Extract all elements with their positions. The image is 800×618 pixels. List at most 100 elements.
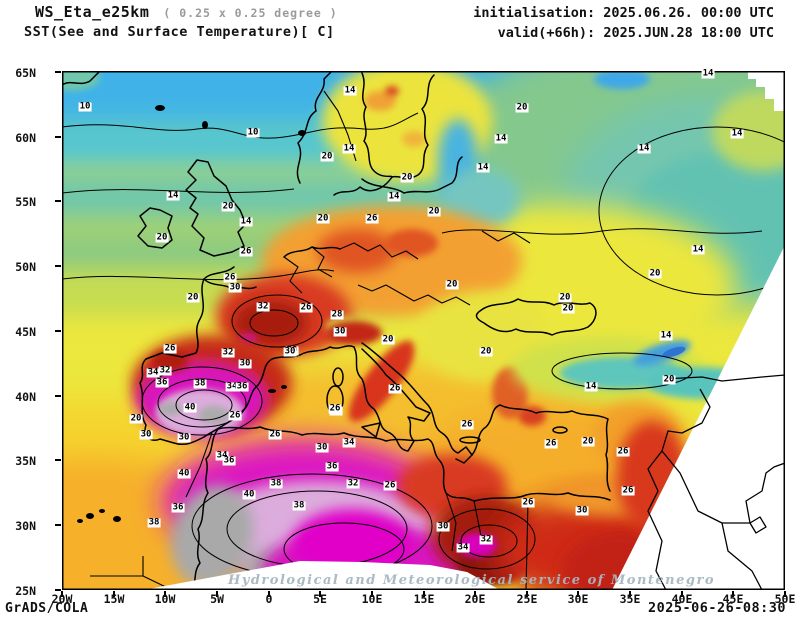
x-tick-mark [629,591,631,597]
y-tick-mark [55,265,61,267]
contour-label: 32 [346,478,360,489]
y-tick-label: 55N [15,195,36,209]
contour-label: 20 [381,334,395,345]
contour-label: 26 [223,272,237,283]
contour-label: 20 [581,436,595,447]
contour-label: 26 [268,429,282,440]
field-title: SST(See and Surface Temperature)[ C] [24,24,335,40]
contour-label: 20 [558,292,572,303]
contour-label: 20 [186,292,200,303]
contour-label: 32 [479,534,493,545]
contour-label: 32 [221,347,235,358]
contour-label-layer: 10 10 14 14 20 20 14 14 20 14 20 26 20 26 26 30 20 32 26 28… [62,68,785,590]
contour-label: 10 [78,101,92,112]
contour-label: 26 [621,485,635,496]
contour-label: 38 [269,478,283,489]
x-tick-label: 5E [313,592,327,606]
contour-label: 20 [445,279,459,290]
contour-label: 14 [342,143,356,154]
contour-label: 14 [166,190,180,201]
contour-label: 26 [328,403,342,414]
contour-label: 20 [221,201,235,212]
contour-label: 20 [515,102,529,113]
y-tick-label: 40N [15,390,36,404]
contour-label: 26 [163,343,177,354]
contour-label: 14 [637,143,651,154]
x-tick-label: 15W [103,592,125,606]
contour-label: 14 [343,85,357,96]
x-tick-label: 25E [516,592,538,606]
model-title: WS_Eta_e25km ( 0.25 x 0.25 degree ) [35,3,338,21]
contour-label: 30 [228,282,242,293]
contour-label: 14 [691,244,705,255]
contour-label: 34 [215,450,229,461]
contour-label: 34 [456,542,470,553]
x-tick-mark [474,591,476,597]
contour-label: 26 [616,446,630,457]
x-tick-mark [371,591,373,597]
grads-credit: GrADS/COLA [5,601,89,616]
contour-label: 26 [299,302,313,313]
temperature-contour-map [62,71,785,590]
contour-label: 36 [235,381,249,392]
contour-label: 20 [648,268,662,279]
contour-label: 36 [222,455,236,466]
x-tick-label: 20E [464,592,486,606]
contour-label: 20 [316,213,330,224]
contour-label: 36 [171,502,185,513]
y-tick-label: 45N [15,325,36,339]
contour-label: 30 [315,442,329,453]
x-tick-mark [61,591,63,597]
contour-label: 36 [325,461,339,472]
y-tick-label: 50N [15,260,36,274]
contour-label: 32 [158,365,172,376]
contour-label: 10 [246,127,260,138]
watermark: Hydrological and Meteorological service … [228,573,716,588]
y-tick-mark [55,589,61,591]
contour-label: 26 [383,480,397,491]
contour-label: 20 [320,151,334,162]
x-tick-mark [216,591,218,597]
contour-label: 14 [476,162,490,173]
contour-label: 38 [193,378,207,389]
contour-label: 14 [584,381,598,392]
x-tick-mark [732,591,734,597]
contour-label: 40 [183,402,197,413]
x-tick-label: 30E [567,592,589,606]
contour-label: 26 [388,383,402,394]
y-tick-mark [55,200,61,202]
y-tick-label: 25N [15,584,36,598]
contour-label: 28 [330,309,344,320]
x-tick-label: 15E [413,592,435,606]
x-tick-mark [319,591,321,597]
init-time: initialisation: 2025.06.26. 00:00 UTC [473,5,774,21]
contour-label: 14 [659,330,673,341]
x-tick-mark [164,591,166,597]
contour-label: 26 [544,438,558,449]
contour-label: 14 [387,191,401,202]
valid-time: valid(+66h): 2025.JUN.28 18:00 UTC [497,25,774,41]
contour-label: 30 [436,521,450,532]
contour-label: 20 [427,206,441,217]
contour-label: 14 [701,68,715,79]
y-tick-mark [55,459,61,461]
x-tick-label: 40E [671,592,693,606]
contour-label: 20 [129,413,143,424]
y-tick-mark [55,395,61,397]
contour-label: 20 [400,172,414,183]
x-tick-label: 45E [722,592,744,606]
y-tick-mark [55,524,61,526]
contour-label: 26 [460,419,474,430]
creation-stamp: 2025-06-26-08:30 [647,600,786,616]
contour-label: 30 [177,432,191,443]
contour-label: 36 [155,377,169,388]
contour-label: 34 [146,367,160,378]
contour-label: 30 [139,429,153,440]
contour-label: 20 [479,346,493,357]
x-tick-mark [268,591,270,597]
contour-label: 26 [521,497,535,508]
contour-label: 20 [662,374,676,385]
contour-label: 20 [155,232,169,243]
y-tick-mark [55,330,61,332]
